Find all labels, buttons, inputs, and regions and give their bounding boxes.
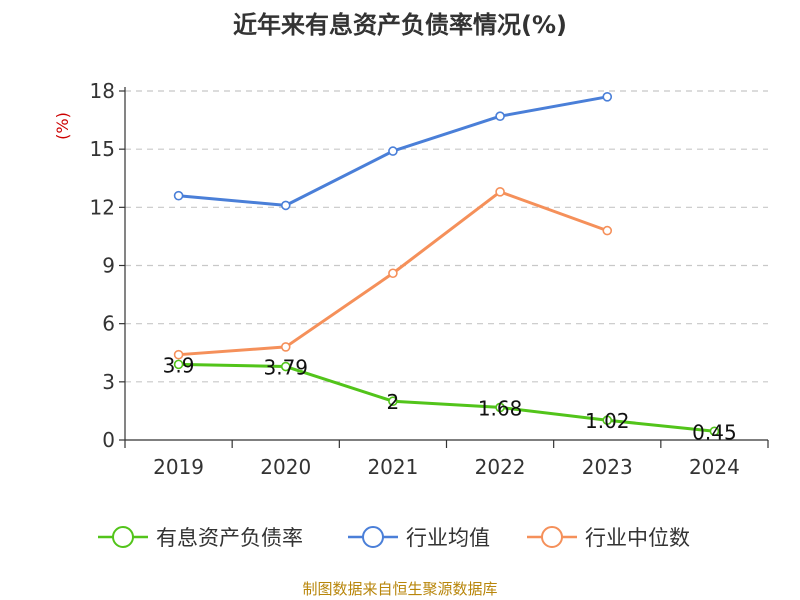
data-point[interactable]: [388, 146, 398, 156]
y-tick-label: 15: [90, 137, 115, 161]
data-point[interactable]: [173, 359, 184, 370]
legend-label: 行业中位数: [585, 526, 690, 550]
legend-marker: [541, 526, 563, 548]
data-point[interactable]: [280, 361, 291, 372]
data-point[interactable]: [495, 402, 505, 413]
source-note: 制图数据来自恒生聚源数据库: [302, 580, 497, 598]
axes: 0 3 6 9 12 15 18 2019 2020 2021 2022 2023 2024: [90, 79, 769, 479]
y-tick-label: 6: [102, 312, 115, 336]
series-line-0: [178, 362, 715, 433]
data-labels: 3.9 3.79 2 1.68 1.02 0.45: [163, 353, 737, 444]
data-point[interactable]: [173, 349, 184, 360]
chart-title: 近年来有息资产负债率情况(%): [233, 11, 567, 39]
y-tick-label: 0: [102, 428, 115, 452]
legend-label: 有息资产负债率: [156, 526, 303, 550]
data-label: 3.79: [263, 356, 308, 380]
data-label: 2: [387, 390, 400, 414]
x-tick-label: 2022: [475, 455, 526, 479]
grid: [125, 90, 768, 383]
x-tick-label: 2019: [153, 455, 204, 479]
data-label: 1.02: [585, 409, 630, 433]
legend-item-0[interactable]: 有息资产负债率: [98, 526, 303, 550]
y-axis-label: (%): [53, 112, 72, 140]
legend-item-1[interactable]: 行业均值: [348, 526, 490, 550]
data-point[interactable]: [709, 426, 720, 437]
x-tick-label: 2021: [367, 455, 418, 479]
data-label: 0.45: [692, 420, 737, 444]
data-point[interactable]: [495, 187, 505, 197]
data-point[interactable]: [280, 200, 291, 211]
x-tick-label: 2020: [260, 455, 311, 479]
data-label: 3.9: [163, 353, 195, 377]
y-tick-label: 12: [90, 195, 115, 219]
legend-marker: [362, 526, 384, 548]
data-point[interactable]: [173, 190, 184, 201]
legend-label: 行业均值: [406, 526, 490, 550]
legend-marker: [112, 526, 134, 548]
x-tick-label: 2024: [689, 455, 740, 479]
data-point[interactable]: [602, 92, 613, 102]
y-tick-label: 3: [102, 370, 115, 394]
data-point[interactable]: [602, 225, 613, 236]
data-point[interactable]: [280, 342, 291, 352]
legend[interactable]: 有息资产负债率 行业均值 行业中位数: [98, 526, 690, 550]
y-tick-label: 18: [90, 79, 115, 103]
data-label: 1.68: [478, 396, 523, 420]
y-tick-label: 9: [102, 254, 115, 278]
series-layer: [173, 92, 720, 437]
data-point[interactable]: [388, 396, 398, 407]
data-point[interactable]: [602, 415, 613, 426]
legend-item-2[interactable]: 行业中位数: [527, 526, 690, 550]
x-tick-label: 2023: [582, 455, 633, 479]
data-point[interactable]: [388, 268, 398, 279]
data-point[interactable]: [495, 111, 505, 122]
